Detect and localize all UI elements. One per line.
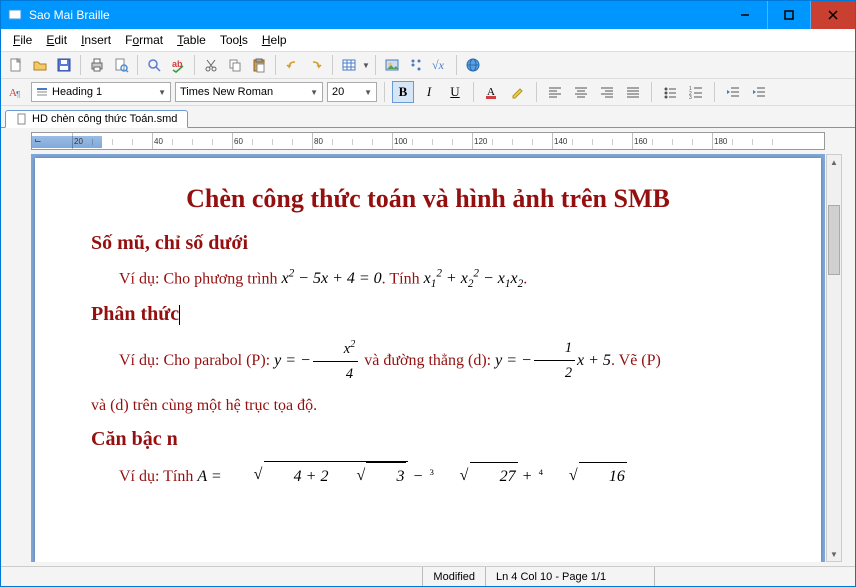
svg-text:A: A	[9, 87, 17, 99]
svg-text:ab: ab	[172, 59, 183, 69]
maximize-button[interactable]	[767, 1, 811, 29]
svg-text:¶: ¶	[16, 90, 20, 99]
menu-format[interactable]: Format	[119, 31, 169, 49]
save-button[interactable]	[53, 54, 75, 76]
italic-button[interactable]: I	[418, 81, 440, 103]
font-color-button[interactable]: A	[481, 81, 503, 103]
equation-button[interactable]: √x	[429, 54, 451, 76]
outdent-button[interactable]	[722, 81, 744, 103]
paragraph-2b: và (d) trên cùng một hệ trục tọa độ.	[91, 392, 765, 419]
table-button[interactable]	[338, 54, 360, 76]
find-button[interactable]	[143, 54, 165, 76]
print-button[interactable]	[86, 54, 108, 76]
separator	[384, 82, 385, 102]
menu-file[interactable]: File	[7, 31, 38, 49]
ruler[interactable]: 20406080100120140160180 ⌙	[31, 132, 825, 150]
separator	[194, 55, 195, 75]
separator	[275, 55, 276, 75]
status-position: Ln 4 Col 10 - Page 1/1	[485, 567, 655, 586]
align-left-button[interactable]	[544, 81, 566, 103]
align-right-button[interactable]	[596, 81, 618, 103]
heading-1: Chèn công thức toán và hình ảnh trên SMB	[91, 184, 765, 214]
close-button[interactable]	[811, 1, 855, 29]
separator	[137, 55, 138, 75]
menu-insert[interactable]: Insert	[75, 31, 117, 49]
text-cursor	[179, 305, 180, 325]
workspace: 20406080100120140160180 ⌙ Chèn công thức…	[1, 128, 855, 566]
app-icon	[7, 7, 23, 23]
toolbar-format: A¶ Heading 1 ▼ Times New Roman▼ 20▼ B I …	[1, 79, 855, 106]
app-window: Sao Mai Braille File Edit Insert Format …	[0, 0, 856, 587]
svg-text:1: 1	[689, 86, 692, 92]
paragraph-3: Ví dụ: Tính A = 4 + 23 − 327 + 416	[91, 461, 765, 490]
menubar: File Edit Insert Format Table Tools Help	[1, 29, 855, 51]
separator	[714, 82, 715, 102]
paragraph-1: Ví dụ: Cho phương trình x2 − 5x + 4 = 0.…	[91, 265, 765, 295]
undo-button[interactable]	[281, 54, 303, 76]
heading-2a: Số mũ, chỉ số dưới	[91, 232, 765, 255]
minimize-button[interactable]	[723, 1, 767, 29]
align-justify-button[interactable]	[622, 81, 644, 103]
document-page[interactable]: Chèn công thức toán và hình ảnh trên SMB…	[35, 158, 821, 562]
numbering-button[interactable]: 123	[685, 81, 707, 103]
heading-2c: Căn bậc n	[91, 428, 765, 451]
redo-button[interactable]	[305, 54, 327, 76]
svg-text:A: A	[487, 86, 495, 98]
highlight-button[interactable]	[507, 81, 529, 103]
size-combo[interactable]: 20▼	[327, 82, 377, 102]
size-combo-label: 20	[332, 86, 344, 98]
tab-strip: HD chèn công thức Toán.smd	[1, 106, 855, 128]
vertical-scrollbar[interactable]: ▲ ▼	[826, 154, 842, 562]
web-button[interactable]	[462, 54, 484, 76]
scroll-thumb[interactable]	[828, 205, 840, 275]
svg-text:√x: √x	[432, 58, 445, 72]
style-combo-label: Heading 1	[52, 86, 102, 98]
heading-2b: Phân thức	[91, 303, 765, 326]
braille-button[interactable]	[405, 54, 427, 76]
menu-tools[interactable]: Tools	[214, 31, 254, 49]
menu-edit[interactable]: Edit	[40, 31, 73, 49]
paragraph-2: Ví dụ: Cho parabol (P): y = −x24 và đườn…	[91, 336, 765, 387]
cut-button[interactable]	[200, 54, 222, 76]
svg-text:2: 2	[689, 91, 692, 97]
copy-button[interactable]	[224, 54, 246, 76]
doc-icon	[16, 113, 28, 125]
font-combo-label: Times New Roman	[180, 86, 273, 98]
bullets-button[interactable]	[659, 81, 681, 103]
underline-button[interactable]: U	[444, 81, 466, 103]
align-center-button[interactable]	[570, 81, 592, 103]
page-area: Chèn công thức toán và hình ảnh trên SMB…	[31, 154, 825, 562]
spellcheck-button[interactable]: ab	[167, 54, 189, 76]
bold-button[interactable]: B	[392, 81, 414, 103]
menu-table[interactable]: Table	[171, 31, 212, 49]
svg-text:3: 3	[689, 95, 692, 100]
preview-button[interactable]	[110, 54, 132, 76]
status-modified: Modified	[422, 567, 486, 586]
separator	[456, 55, 457, 75]
tab-label: HD chèn công thức Toán.smd	[32, 113, 177, 125]
separator	[651, 82, 652, 102]
separator	[536, 82, 537, 102]
image-button[interactable]	[381, 54, 403, 76]
new-button[interactable]	[5, 54, 27, 76]
style-combo[interactable]: Heading 1 ▼	[31, 82, 171, 102]
window-title: Sao Mai Braille	[29, 8, 723, 22]
toolbar-main: ab ▼ √x	[1, 51, 855, 79]
separator	[375, 55, 376, 75]
font-combo[interactable]: Times New Roman▼	[175, 82, 323, 102]
separator	[473, 82, 474, 102]
titlebar: Sao Mai Braille	[1, 1, 855, 29]
menu-help[interactable]: Help	[256, 31, 293, 49]
paste-button[interactable]	[248, 54, 270, 76]
separator	[80, 55, 81, 75]
open-button[interactable]	[29, 54, 51, 76]
statusbar: Modified Ln 4 Col 10 - Page 1/1	[1, 566, 855, 586]
document-tab[interactable]: HD chèn công thức Toán.smd	[5, 110, 188, 128]
separator	[332, 55, 333, 75]
indent-button[interactable]	[748, 81, 770, 103]
styles-icon[interactable]: A¶	[5, 81, 27, 103]
